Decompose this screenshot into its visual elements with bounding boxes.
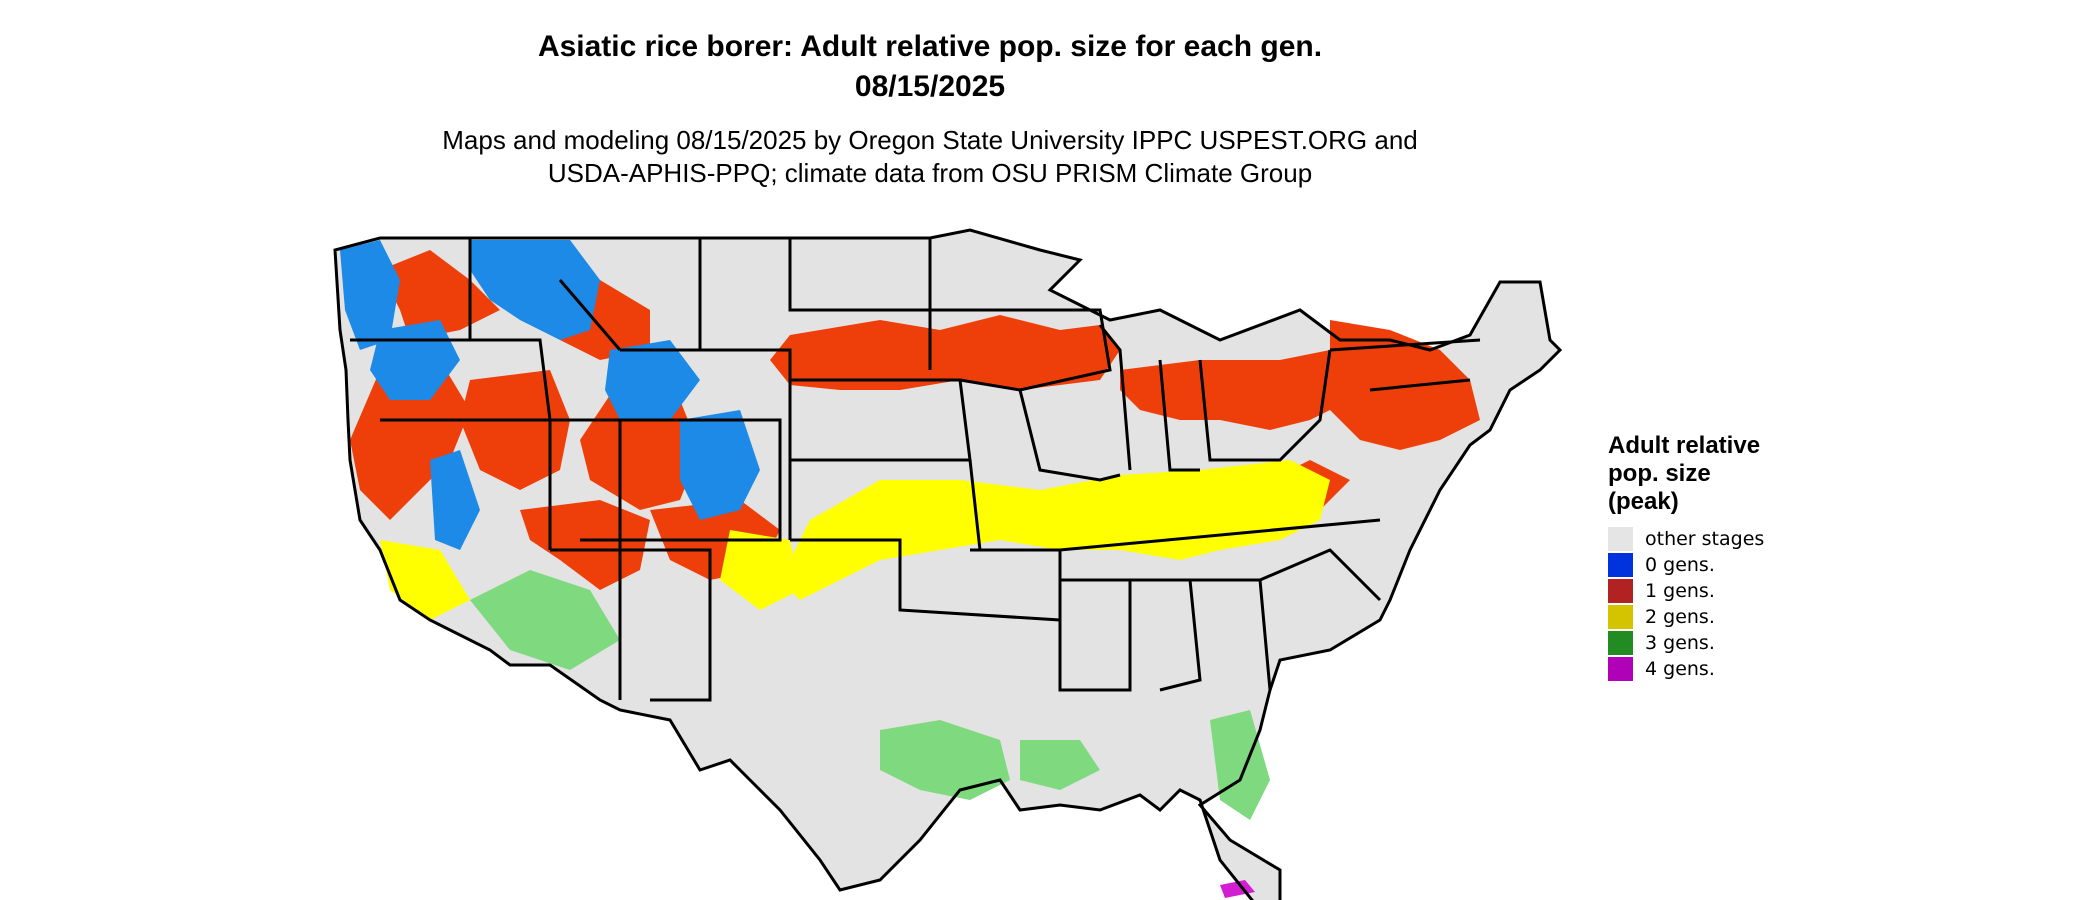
legend-swatch	[1608, 657, 1633, 681]
state-border	[1329, 338, 1481, 352]
state-border	[1058, 578, 1132, 692]
three-gen-region	[1020, 740, 1100, 790]
legend-swatch	[1608, 631, 1633, 655]
map-credits-line2: USDA-APHIS-PPQ; climate data from OSU PR…	[547, 158, 1313, 188]
state-border	[930, 308, 1112, 392]
state-border	[790, 378, 972, 462]
three-gen-region	[880, 720, 1010, 800]
legend-item-4-gens: 4 gens.	[1608, 656, 1808, 682]
us-population-map	[333, 228, 1563, 900]
one-gen-region	[520, 500, 650, 590]
legend-label: 2 gens.	[1645, 606, 1715, 628]
three-gen-region	[1210, 710, 1270, 820]
three-gen-region	[470, 570, 620, 670]
two-gen-region	[720, 530, 800, 610]
state-border	[620, 348, 792, 540]
legend-label: other stages	[1645, 528, 1765, 550]
legend-label: 0 gens.	[1645, 554, 1715, 576]
legend-label: 4 gens.	[1645, 658, 1715, 680]
legend-item-other-stages: other stages	[1608, 526, 1808, 552]
state-border	[1130, 578, 1202, 692]
legend-item-1-gens: 1 gens.	[1608, 578, 1808, 604]
legend-item-2-gens: 2 gens.	[1608, 604, 1808, 630]
zero-gen-region	[430, 450, 480, 550]
state-border	[968, 459, 982, 551]
us-outline	[333, 228, 1563, 900]
two-gen-region	[380, 540, 470, 620]
legend-swatch	[1608, 553, 1633, 577]
legend-title-line2: pop. size	[1608, 460, 1711, 487]
legend-label: 3 gens.	[1645, 632, 1715, 654]
zero-gen-region	[605, 340, 700, 420]
legend-swatch	[1608, 527, 1633, 551]
state-border	[788, 238, 932, 370]
state-border	[558, 279, 622, 351]
legend-label: 1 gens.	[1645, 580, 1715, 602]
legend-item-3-gens: 3 gens.	[1608, 630, 1808, 656]
state-border	[1098, 324, 1132, 471]
legend-title: Adult relative pop. size (peak)	[1608, 432, 1808, 516]
map-credits-line1: Maps and modeling 08/15/2025 by Oregon S…	[442, 125, 1418, 155]
zero-gen-region	[680, 410, 760, 520]
state-border	[1198, 349, 1332, 462]
state-border	[550, 548, 622, 700]
state-border	[620, 548, 712, 702]
zero-gen-region	[470, 240, 600, 340]
one-gen-region	[770, 315, 1120, 390]
one-gen-region	[460, 370, 570, 490]
zero-gen-region	[340, 240, 400, 350]
legend-title-line3: (peak)	[1608, 488, 1679, 515]
state-border	[468, 238, 552, 421]
two-gen-region	[780, 460, 1330, 600]
map-date: 08/15/2025	[854, 70, 1006, 103]
state-border	[1158, 359, 1200, 472]
state-border	[1259, 548, 1382, 602]
state-border	[1369, 378, 1471, 392]
state-border	[790, 538, 1062, 622]
map-legend: Adult relative pop. size (peak) other st…	[1608, 432, 1808, 682]
one-gen-region	[350, 360, 470, 520]
legend-swatch	[1608, 579, 1633, 603]
legend-swatch	[1608, 605, 1633, 629]
state-border	[1059, 518, 1381, 552]
state-border	[580, 418, 782, 542]
legend-items: other stages 0 gens. 1 gens. 2 gens. 3 g…	[1608, 526, 1808, 682]
state-border	[1018, 389, 1121, 482]
map-title: Asiatic rice borer: Adult relative pop. …	[537, 30, 1323, 63]
legend-title-line1: Adult relative	[1608, 432, 1761, 459]
one-gen-region	[1120, 350, 1360, 430]
legend-item-0-gens: 0 gens.	[1608, 552, 1808, 578]
